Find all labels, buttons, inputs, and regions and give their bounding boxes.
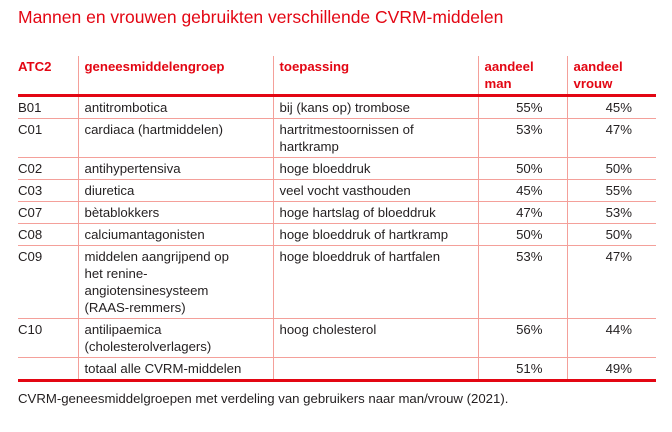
table-header-row: ATC2 geneesmiddelengroep toepassing aand… bbox=[18, 56, 656, 97]
header-aandeel-man: aandeel man bbox=[477, 56, 567, 97]
table-row: C03 diuretica veel vocht vasthouden 45% 55% bbox=[18, 179, 656, 202]
cell-share-man: 51% bbox=[477, 357, 567, 382]
cell-group: totaal alle CVRM-middelen bbox=[77, 357, 273, 382]
cell-application: hoog cholesterol bbox=[272, 318, 478, 358]
cell-share-man: 50% bbox=[477, 223, 567, 246]
table-row: C10 antilipaemica (cholesterolverlagers) h… bbox=[18, 318, 656, 358]
cell-group: bètablokkers bbox=[77, 201, 273, 224]
cell-atc2: C10 bbox=[18, 318, 78, 358]
header-toepassing: toepassing bbox=[272, 56, 478, 97]
cell-atc2: C02 bbox=[18, 157, 78, 180]
cell-share-woman: 45% bbox=[566, 95, 656, 119]
cell-share-man: 55% bbox=[477, 95, 567, 119]
cell-share-woman: 50% bbox=[566, 223, 656, 246]
table-row: B01 antitrombotica bij (kans op) trombose 5… bbox=[18, 95, 656, 119]
cell-atc2: C03 bbox=[18, 179, 78, 202]
cell-application: hartritmestoornissen of hartkramp bbox=[272, 118, 478, 158]
table-row: C08 calciumantagonisten hoge bloeddruk of … bbox=[18, 223, 656, 246]
cell-application: hoge bloeddruk bbox=[272, 157, 478, 180]
table-row: C07 bètablokkers hoge hartslag of bloeddru… bbox=[18, 201, 656, 224]
cell-share-man: 56% bbox=[477, 318, 567, 358]
table-caption: CVRM-geneesmiddelgroepen met verdeling v… bbox=[18, 391, 509, 406]
cell-atc2: C09 bbox=[18, 245, 78, 319]
cell-application: veel vocht vasthouden bbox=[272, 179, 478, 202]
cell-group: antihypertensiva bbox=[77, 157, 273, 180]
cell-atc2: C07 bbox=[18, 201, 78, 224]
cell-atc2: C08 bbox=[18, 223, 78, 246]
table-row: totaal alle CVRM-middelen 51% 49% bbox=[18, 357, 656, 382]
cell-share-man: 45% bbox=[477, 179, 567, 202]
header-aandeel-vrouw: aandeel vrouw bbox=[566, 56, 656, 97]
cell-share-woman: 47% bbox=[566, 245, 656, 319]
cell-share-woman: 49% bbox=[566, 357, 656, 382]
cell-atc2: B01 bbox=[18, 95, 78, 119]
cell-share-man: 47% bbox=[477, 201, 567, 224]
cell-share-man: 50% bbox=[477, 157, 567, 180]
cell-share-woman: 53% bbox=[566, 201, 656, 224]
page: Mannen en vrouwen gebruikten verschillen… bbox=[18, 7, 656, 406]
cell-atc2 bbox=[18, 357, 78, 382]
cell-group: antilipaemica (cholesterolverlagers) bbox=[77, 318, 273, 358]
cell-share-man: 53% bbox=[477, 245, 567, 319]
cell-group: cardiaca (hartmiddelen) bbox=[77, 118, 273, 158]
cell-application: hoge bloeddruk of hartfalen bbox=[272, 245, 478, 319]
cell-group: diuretica bbox=[77, 179, 273, 202]
header-geneesmiddelengroep: geneesmiddelengroep bbox=[77, 56, 273, 97]
cell-application: hoge hartslag of bloeddruk bbox=[272, 201, 478, 224]
cell-application: bij (kans op) trombose bbox=[272, 95, 478, 119]
header-atc2: ATC2 bbox=[18, 56, 78, 97]
page-title: Mannen en vrouwen gebruikten verschillen… bbox=[18, 7, 504, 27]
cell-application: hoge bloeddruk of hartkramp bbox=[272, 223, 478, 246]
table-row: C02 antihypertensiva hoge bloeddruk 50% 50% bbox=[18, 157, 656, 180]
cvrm-table: ATC2 geneesmiddelengroep toepassing aand… bbox=[18, 56, 656, 382]
cell-group: calciumantagonisten bbox=[77, 223, 273, 246]
cell-group: antitrombotica bbox=[77, 95, 273, 119]
cell-share-woman: 47% bbox=[566, 118, 656, 158]
cell-application bbox=[272, 357, 478, 382]
cell-share-man: 53% bbox=[477, 118, 567, 158]
cell-atc2: C01 bbox=[18, 118, 78, 158]
table-row: C09 middelen aangrijpend op het renine-an… bbox=[18, 245, 656, 319]
cell-share-woman: 55% bbox=[566, 179, 656, 202]
table-row: C01 cardiaca (hartmiddelen) hartritmestoor… bbox=[18, 118, 656, 158]
cell-share-woman: 50% bbox=[566, 157, 656, 180]
cell-group: middelen aangrijpend op het renine-angio… bbox=[77, 245, 273, 319]
cell-share-woman: 44% bbox=[566, 318, 656, 358]
